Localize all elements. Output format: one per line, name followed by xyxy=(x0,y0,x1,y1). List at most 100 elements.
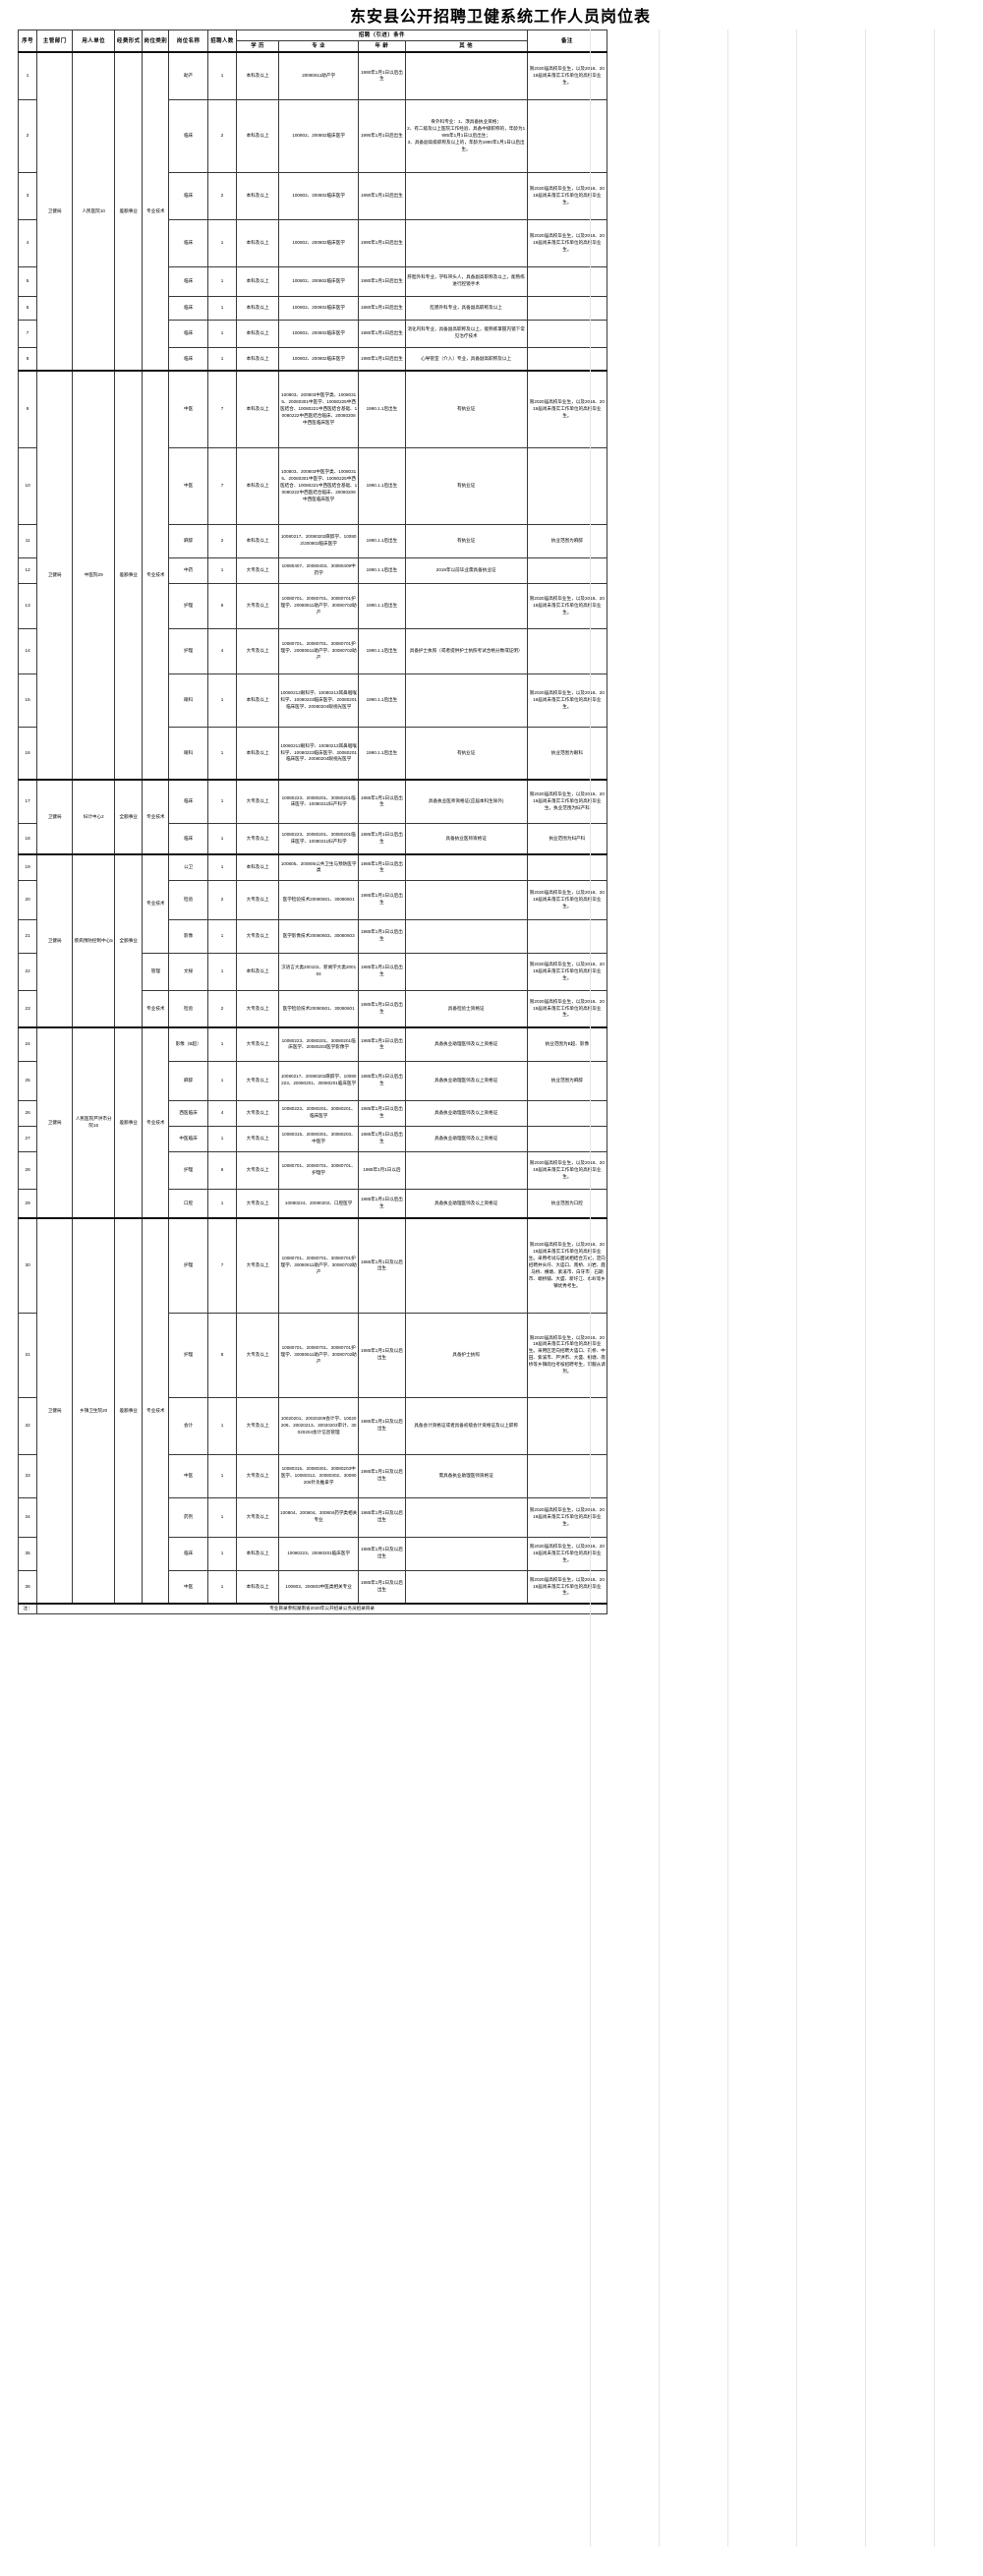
cell-age: 1990.1.1后出生 xyxy=(358,523,406,558)
cell-major: 100802、200802临床医学 xyxy=(278,171,360,220)
table-row: 32 会计 1 大专及以上 10020201、20020209会计学、10020209、… xyxy=(17,1396,608,1455)
cell-major: 10080315、20080301、30080203中医学、10080312、2… xyxy=(278,1453,360,1498)
cell-other xyxy=(404,879,528,920)
cell-post-type: 专业技术 xyxy=(142,51,170,372)
cell-seq: 32 xyxy=(17,1396,38,1455)
cell-post-name: 中医临床 xyxy=(168,1125,208,1152)
cell-dept: 卫健局 xyxy=(36,853,74,1028)
cell-remarks xyxy=(526,1453,608,1498)
cell-major: 10080315、20080301、30080203、中医学 xyxy=(278,1125,360,1152)
cell-remarks: 执业范围为麻醉 xyxy=(526,1060,608,1101)
cell-seq: 4 xyxy=(17,218,38,267)
cell-remarks: 限2020届高校毕业生，以及2018、2019届尚未落实工作单位的高校毕业生。执… xyxy=(526,779,608,824)
cell-education: 大专及以上 xyxy=(236,1496,280,1538)
cell-age: 1985年1月1日以后出生 xyxy=(358,1125,406,1152)
cell-other xyxy=(404,218,528,267)
col-header-funding: 经费形式 xyxy=(114,29,144,53)
col-header-other: 其 他 xyxy=(404,40,528,53)
cell-other xyxy=(404,673,528,728)
cell-post-name: 临床 xyxy=(168,822,208,855)
table-row: 3 临床 2 本科及以上 100802、200802临床医学 1990年1月1日后出生 限2… xyxy=(17,171,608,220)
table-row: 1 卫健局 人民医院10 差额事业 专业技术 助产 1 本科及以上 20080611助产学 199… xyxy=(17,51,608,372)
cell-other: 有执业证 xyxy=(404,370,528,448)
cell-other: 具备执业助理医师及以上资格证 xyxy=(404,1125,528,1152)
cell-education: 大专及以上 xyxy=(236,1099,280,1127)
cell-remarks: 执业范围为口腔 xyxy=(526,1188,608,1219)
cell-post-name: 护理 xyxy=(168,582,208,629)
cell-headcount: 2 xyxy=(206,171,238,220)
cell-age: 1990年1月1日后出生 xyxy=(358,218,406,267)
table-row: 28 护理 6 大专及以上 10080701、20080701、30080701、护理学… xyxy=(17,1150,608,1190)
cell-seq: 11 xyxy=(17,523,38,558)
cell-seq: 33 xyxy=(17,1453,38,1498)
cell-other xyxy=(404,918,528,954)
cell-education: 大专及以上 xyxy=(236,779,280,824)
cell-post-type: 专业技术 xyxy=(142,779,170,855)
cell-major: 10080701、20080701、30080701护理学、20080611助产… xyxy=(278,627,360,674)
cell-headcount: 1 xyxy=(206,726,238,781)
cell-headcount: 1 xyxy=(206,1125,238,1152)
cell-education: 大专及以上 xyxy=(236,879,280,920)
cell-education: 本科及以上 xyxy=(236,370,280,448)
cell-headcount: 2 xyxy=(206,989,238,1028)
cell-seq: 8 xyxy=(17,346,38,372)
cell-headcount: 1 xyxy=(206,218,238,267)
cell-headcount: 1 xyxy=(206,779,238,824)
cell-major: 医学检验技术20080601、30080601 xyxy=(278,989,360,1028)
footnote-text: 专业目录参照湖南省2020年公开招录公务员招录目录 xyxy=(36,1603,607,1615)
cell-seq: 15 xyxy=(17,673,38,728)
col-header-unit: 用人单位 xyxy=(72,29,116,53)
cell-seq: 28 xyxy=(17,1150,38,1190)
cell-remarks: 限2020届高校毕业生，以及2018、2019届尚未落实工作单位的高校毕业生。 xyxy=(526,582,608,629)
table-row: 29 口腔 1 大专及以上 10080224、20080202、口腔医学 1985年1月1… xyxy=(17,1188,608,1219)
cell-major: 10080223、20080201、30080201临床医学、10080211妇… xyxy=(278,822,360,855)
cell-remarks: 限2020届高校毕业生，以及2018、2019届尚未落实工作单位的高校毕业生。 xyxy=(526,1536,608,1571)
cell-seq: 24 xyxy=(17,1026,38,1062)
table-row: 18 临床 1 大专及以上 10080223、20080201、30080201临床医学… xyxy=(17,822,608,855)
cell-education: 本科及以上 xyxy=(236,98,280,173)
cell-post-type: 专业技术 xyxy=(142,989,170,1028)
table-row: 16 眼科 1 本科及以上 10080212眼科学、10080213耳鼻咽喉科学、100… xyxy=(17,726,608,781)
cell-age: 1985年1月1日以后出生 xyxy=(358,989,406,1028)
cell-headcount: 6 xyxy=(206,1150,238,1190)
col-header-major: 专 业 xyxy=(278,40,360,53)
cell-other: 具备护士执照（或者提供护士执照考试合格分数或证明） xyxy=(404,627,528,674)
table-row: 33 中医 1 大专及以上 10080315、20080301、30080203中医学、… xyxy=(17,1453,608,1498)
cell-age: 1985年1月1日及以后出生 xyxy=(358,1496,406,1538)
table-row: 5 临床 1 本科及以上 100802、200802临床医学 1980年1月1日后出生 肝胆… xyxy=(17,265,608,297)
cell-age: 1985年1月1日及以后出生 xyxy=(358,1569,406,1605)
cell-funding: 差额事业 xyxy=(114,1026,144,1219)
cell-education: 大专及以上 xyxy=(236,627,280,674)
table-row: 11 麻醉 2 本科及以上 10080217、20080202麻醉学、100802/20… xyxy=(17,523,608,558)
cell-age: 1990.1.1后出生 xyxy=(358,673,406,728)
cell-remarks: 限2020届高校毕业生，以及2018、2019届尚未落实工作单位的高校毕业生。 xyxy=(526,51,608,100)
cell-remarks xyxy=(526,1125,608,1152)
cell-post-type: 专业技术 xyxy=(142,1026,170,1219)
cell-seq: 34 xyxy=(17,1496,38,1538)
cell-post-name: 护理 xyxy=(168,1217,208,1314)
cell-education: 本科及以上 xyxy=(236,218,280,267)
cell-education: 大专及以上 xyxy=(236,1312,280,1398)
cell-other xyxy=(404,1569,528,1605)
cell-education: 大专及以上 xyxy=(236,1150,280,1190)
cell-headcount: 1 xyxy=(206,346,238,372)
table-row: 36 中医 1 本科及以上 100803、200803中医类相关专业 1985年1月1日及… xyxy=(17,1569,608,1605)
cell-other: 具备执业医师资格证 xyxy=(404,822,528,855)
cell-remarks xyxy=(526,1099,608,1127)
table-row: 23 专业技术 检验 2 大专及以上 医学检验技术20080601、30080601 198… xyxy=(17,989,608,1028)
cell-age: 1990.1.1后出生 xyxy=(358,446,406,525)
cell-major: 10080223、20080201、30080201临床医学、10080211妇… xyxy=(278,779,360,824)
cell-remarks: 限2020届高校毕业生，以及2018、2019届尚未落实工作单位的高校毕业生。 xyxy=(526,1150,608,1190)
cell-post-name: 中医 xyxy=(168,370,208,448)
cell-unit: 人民医院芦洪市分院16 xyxy=(72,1026,116,1219)
cell-seq: 10 xyxy=(17,446,38,525)
cell-major: 100803、200803中医类相关专业 xyxy=(278,1569,360,1605)
cell-post-name: 中医 xyxy=(168,446,208,525)
cell-remarks xyxy=(526,446,608,525)
cell-seq: 20 xyxy=(17,879,38,920)
cell-education: 本科及以上 xyxy=(236,51,280,100)
table-body: 1 卫健局 人民医院10 差额事业 专业技术 助产 1 本科及以上 20080611助产学 199… xyxy=(17,51,608,1605)
cell-seq: 22 xyxy=(17,952,38,991)
table-row: 14 护理 4 大专及以上 10080701、20080701、30080701护理学、… xyxy=(17,627,608,674)
page-title: 东安县公开招聘卫健系统工作人员岗位表 xyxy=(349,9,651,26)
